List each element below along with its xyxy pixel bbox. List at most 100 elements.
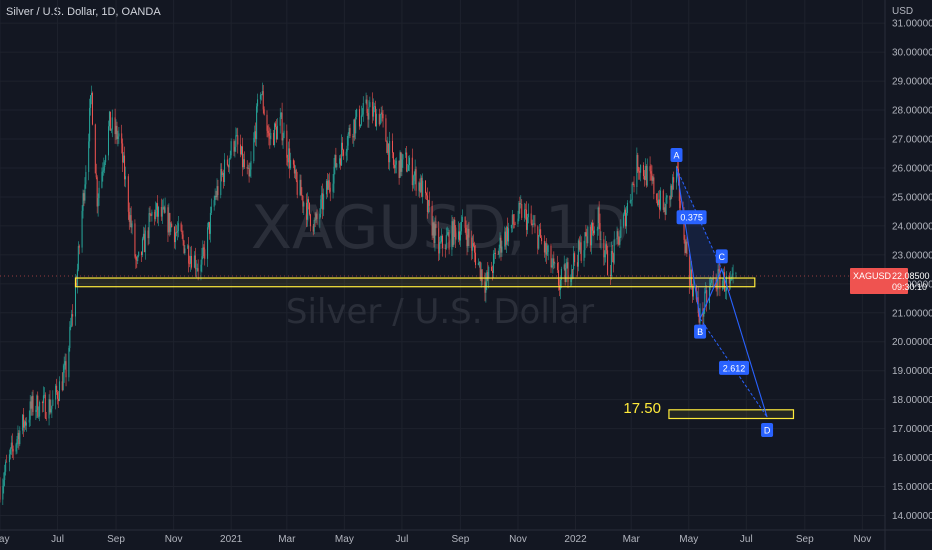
candle (362, 96, 364, 122)
candle (664, 203, 666, 221)
candle (247, 164, 249, 169)
candle (123, 151, 125, 164)
candle (2, 478, 4, 505)
candle (135, 254, 137, 269)
candle (385, 114, 387, 142)
candle (511, 209, 513, 233)
candle (527, 203, 529, 224)
candle (31, 391, 33, 416)
candle (642, 162, 644, 180)
candle (619, 230, 621, 248)
candle (84, 177, 86, 204)
price-axis[interactable]: USD 14.00000 15.00000 16.00000 17.00000 18.0… (892, 6, 932, 522)
candle (461, 209, 463, 223)
candle (400, 151, 402, 177)
candle (329, 182, 331, 202)
candle (545, 238, 547, 264)
candle (472, 235, 474, 259)
candle (643, 170, 645, 187)
candle (412, 174, 414, 189)
candle (253, 132, 255, 164)
candle (279, 107, 281, 134)
candle (375, 100, 377, 127)
candle (320, 195, 322, 218)
candle (658, 190, 660, 208)
price-tag-symbol: XAGUSD (853, 271, 892, 281)
candle (553, 251, 555, 270)
candle (333, 158, 335, 193)
candle (174, 225, 176, 249)
pattern-point-b[interactable]: B (694, 324, 707, 339)
candle (722, 277, 724, 291)
candle (719, 262, 721, 297)
candle (22, 414, 24, 435)
candle (184, 245, 186, 256)
candle (521, 199, 523, 220)
candle (543, 235, 545, 258)
candle (369, 96, 371, 108)
target-zone[interactable] (668, 409, 795, 420)
candle (422, 173, 424, 204)
candle (243, 151, 245, 169)
candle (127, 173, 129, 220)
candle (481, 268, 483, 286)
candle (346, 135, 348, 161)
candle (599, 213, 601, 248)
candle (223, 169, 225, 189)
candle (445, 227, 447, 250)
candle (692, 278, 694, 301)
candle (17, 425, 19, 448)
pattern-point-c[interactable]: C (715, 249, 728, 264)
time-tick-label: Jul (51, 534, 64, 545)
candle (613, 231, 615, 265)
candle (574, 251, 576, 266)
candle (611, 244, 613, 263)
candle (142, 226, 144, 241)
svg-text:2.612: 2.612 (723, 363, 746, 373)
price-tick-label: 20.00000 (892, 337, 932, 348)
candle (108, 110, 110, 131)
candle (716, 279, 718, 297)
candle (413, 171, 415, 191)
candle (508, 222, 510, 247)
candle (71, 309, 73, 328)
candle (558, 278, 560, 297)
candle (295, 168, 297, 183)
candle (141, 236, 143, 258)
time-tick-label: Jul (396, 534, 409, 545)
candle (302, 195, 304, 213)
candle (171, 221, 173, 228)
candle (684, 234, 686, 256)
candle (111, 109, 113, 138)
candle (598, 201, 600, 230)
time-tick-label: May (679, 534, 698, 545)
candle (567, 257, 569, 289)
candle (391, 133, 393, 159)
candle (431, 200, 433, 241)
candle (23, 407, 25, 437)
candle (91, 91, 93, 126)
svg-text:0.375: 0.375 (680, 213, 703, 223)
candle (196, 263, 198, 272)
candle (411, 148, 413, 192)
candle (62, 363, 64, 391)
price-tick-label: 26.00000 (892, 163, 932, 174)
pattern-point-a[interactable]: A (670, 147, 683, 162)
candle (452, 216, 454, 248)
candle (275, 119, 277, 143)
candle (439, 236, 441, 260)
candle (378, 108, 380, 127)
candle (610, 241, 612, 280)
candle (187, 244, 189, 250)
pattern-point-d[interactable]: D (761, 423, 774, 438)
candle (266, 110, 268, 138)
time-axis[interactable]: May Jul Sep Nov 2021 Mar May Jul Sep Nov 2022 Mar Ma… (0, 534, 871, 545)
support-zone[interactable] (74, 277, 756, 288)
candle (91, 85, 93, 105)
candle (9, 447, 11, 460)
candle (42, 386, 44, 413)
candle (538, 234, 540, 250)
candle (136, 256, 138, 268)
time-tick-label: Nov (509, 534, 527, 545)
